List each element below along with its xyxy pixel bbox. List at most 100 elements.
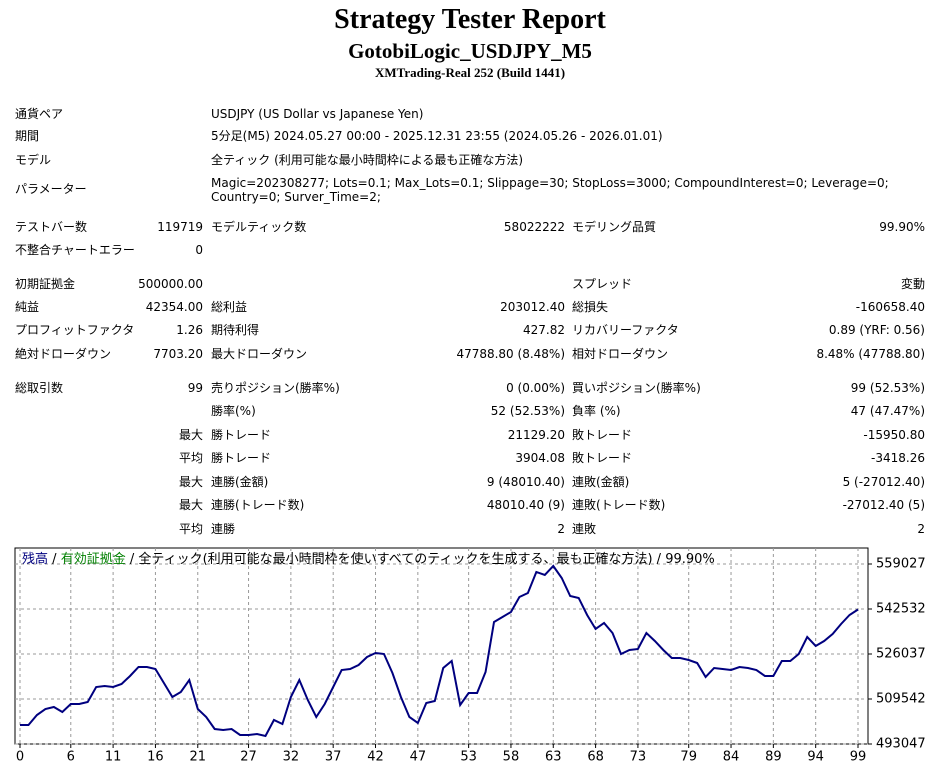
row-value: 58022222	[503, 220, 565, 234]
y-tick-label: 509542	[876, 692, 926, 707]
row-label: モデルティック数	[211, 220, 307, 234]
info-value: 5分足(M5) 2024.05.27 00:00 - 2025.12.31 23…	[211, 129, 663, 143]
x-tick-label: 21	[189, 750, 206, 764]
row-value: -15950.80	[863, 428, 925, 442]
row-value: 99 (52.53%)	[850, 381, 925, 395]
x-tick-label: 63	[545, 750, 562, 764]
row-label: 勝率(%)	[211, 404, 256, 418]
row-label: 連勝	[211, 522, 236, 536]
legend-balance: 残高	[22, 551, 48, 567]
row-value: 7703.20	[153, 347, 203, 361]
server-name: XMTrading-Real 252 (Build 1441)	[374, 65, 566, 80]
row-value: 99	[187, 381, 203, 395]
row-label: 連敗	[572, 522, 597, 536]
row-value: -27012.40 (5)	[842, 498, 925, 512]
x-tick-label: 16	[147, 750, 164, 764]
x-tick-label: 68	[587, 750, 604, 764]
row-label: 売りポジション(勝率%)	[211, 381, 340, 395]
row-value: -160658.40	[855, 300, 925, 314]
row-value: 99.90%	[879, 220, 925, 234]
y-tick-label: 542532	[876, 602, 926, 617]
row-label: テストバー数	[15, 220, 88, 234]
info-label: 期間	[15, 129, 40, 143]
row-label: 連勝(トレード数)	[211, 498, 305, 512]
row-value: 8.48% (47788.80)	[816, 347, 925, 361]
x-tick-label: 99	[850, 750, 867, 764]
row-value: 21129.20	[507, 428, 565, 442]
row-label: 総利益	[211, 300, 248, 314]
x-tick-label: 58	[503, 750, 520, 764]
x-tick-label: 6	[67, 750, 75, 764]
row-label: 負率 (%)	[572, 404, 621, 418]
row-label: 勝トレード	[211, 451, 272, 465]
info-label: モデル	[15, 153, 52, 167]
row-value: 5 (-27012.40)	[842, 475, 925, 489]
row-label: 連敗(金額)	[572, 475, 630, 489]
legend: 残高 / 有効証拠金 / 全ティック(利用可能な最小時間枠を使いすべてのティック…	[22, 551, 715, 567]
row-value: 42354.00	[145, 300, 203, 314]
row-label: 連勝(金額)	[211, 475, 269, 489]
row-label: 総取引数	[15, 381, 64, 395]
row-value: 9 (48010.40)	[486, 475, 565, 489]
x-tick-label: 27	[240, 750, 257, 764]
x-tick-label: 11	[105, 750, 122, 764]
x-tick-label: 37	[325, 750, 342, 764]
row-label: 相対ドローダウン	[572, 347, 669, 361]
row-value: 3904.08	[515, 451, 565, 465]
row-value: 500000.00	[138, 277, 203, 291]
legend-quality: 99.90%	[665, 552, 715, 567]
row-value: 119719	[157, 220, 203, 234]
row-value: 変動	[900, 277, 925, 291]
row-label: 買いポジション(勝率%)	[572, 381, 701, 395]
x-tick-label: 42	[367, 750, 384, 764]
legend-equity: 有効証拠金	[61, 551, 126, 567]
row-value: 最大	[178, 428, 203, 442]
row-value: -3418.26	[871, 451, 925, 465]
x-tick-label: 73	[630, 750, 647, 764]
row-label: 純益	[15, 300, 40, 314]
y-tick-label: 526037	[876, 647, 926, 662]
x-tick-label: 0	[16, 750, 24, 764]
row-value: 427.82	[523, 323, 565, 337]
row-label: リカバリーファクタ	[572, 323, 679, 337]
row-label: 勝トレード	[211, 428, 272, 442]
row-label: スプレッド	[572, 277, 633, 291]
x-tick-label: 89	[765, 750, 782, 764]
row-value: 最大	[178, 475, 203, 489]
row-value: 52 (52.53%)	[490, 404, 565, 418]
row-label: 連敗(トレード数)	[572, 498, 666, 512]
row-value: 48010.40 (9)	[486, 498, 565, 512]
x-tick-label: 32	[283, 750, 300, 764]
info-value: 全ティック (利用可能な最小時間枠による最も正確な方法)	[211, 153, 524, 167]
row-value: 2	[917, 522, 925, 536]
x-tick-label: 53	[460, 750, 477, 764]
row-value: 0 (0.00%)	[506, 381, 565, 395]
row-value: 47788.80 (8.48%)	[456, 347, 565, 361]
info-value: USDJPY (US Dollar vs Japanese Yen)	[211, 107, 424, 121]
row-value: 最大	[178, 498, 203, 512]
legend-separator: /	[657, 552, 662, 567]
info-label: 通貨ペア	[15, 107, 64, 121]
x-tick-label: 94	[807, 750, 824, 764]
report-title: Strategy Tester Report	[334, 4, 606, 35]
y-tick-label: 559027	[876, 557, 926, 572]
row-label: プロフィットファクタ	[15, 323, 135, 337]
row-label: 敗トレード	[572, 428, 633, 442]
x-tick-label: 79	[680, 750, 697, 764]
legend-model: 全ティック(利用可能な最小時間枠を使いすべてのティックを生成する、最も正確な方法…	[138, 551, 652, 567]
row-label: 総損失	[572, 300, 609, 314]
balance-line	[20, 564, 859, 738]
row-label: 初期証拠金	[15, 277, 76, 291]
y-tick-label: 493047	[876, 737, 926, 752]
row-label: モデリング品質	[572, 220, 657, 234]
row-value: 203012.40	[500, 300, 565, 314]
row-label: 期待利得	[211, 323, 260, 337]
row-value: 0	[195, 243, 203, 257]
row-value: 平均	[178, 522, 203, 536]
x-tick-label: 84	[723, 750, 740, 764]
legend-separator: /	[52, 552, 57, 567]
row-label: 不整合チャートエラー	[15, 243, 135, 257]
row-value: 47 (47.47%)	[850, 404, 925, 418]
balance-chart: 493047 509542 526037 542532 559027 0 6 11 16 21 27…	[14, 547, 926, 764]
